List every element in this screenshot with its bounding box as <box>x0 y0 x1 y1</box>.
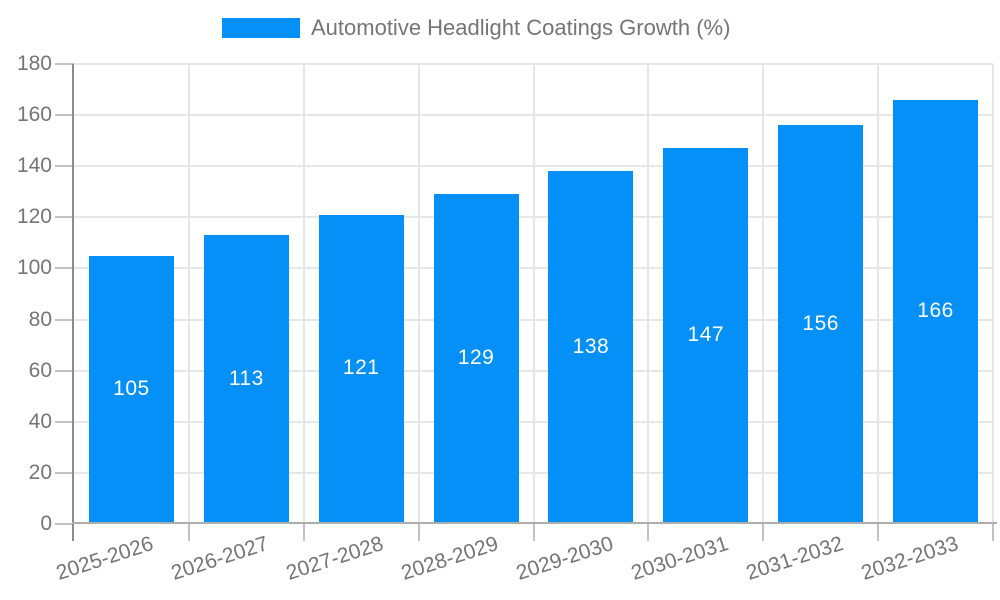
y-axis-tick-label: 60 <box>28 358 52 382</box>
y-axis-tick <box>55 523 74 525</box>
y-axis-tick <box>55 63 74 65</box>
x-axis-tick <box>532 524 535 541</box>
legend-label: Automotive Headlight Coatings Growth (%) <box>311 15 731 40</box>
x-gridline <box>532 64 535 524</box>
bar: 156 <box>778 125 864 522</box>
x-axis-tick <box>187 524 190 541</box>
bar: 138 <box>548 171 634 522</box>
x-gridline <box>302 64 305 524</box>
bar: 166 <box>893 99 979 522</box>
bar: 105 <box>88 255 174 522</box>
y-axis-tick-label: 120 <box>16 205 52 229</box>
y-axis-tick <box>55 318 74 321</box>
x-gridline <box>877 64 880 524</box>
y-axis-tick <box>55 267 74 270</box>
x-axis-tick <box>417 524 420 541</box>
y-axis-tick-label: 160 <box>16 103 52 127</box>
legend-swatch <box>222 18 300 38</box>
y-axis-tick-label: 20 <box>28 460 52 484</box>
y-axis-tick <box>55 114 74 117</box>
bar-value-label: 129 <box>457 346 495 370</box>
bar-value-label: 105 <box>113 376 150 400</box>
bar: 113 <box>203 235 289 522</box>
legend-item[interactable]: Automotive Headlight Coatings Growth (%) <box>222 15 730 41</box>
x-gridline <box>417 64 420 524</box>
x-axis-tick <box>877 524 880 541</box>
y-axis-tick <box>55 420 74 423</box>
y-axis-tick <box>55 369 74 372</box>
bar-value-label: 138 <box>572 334 610 358</box>
bar: 129 <box>433 194 519 522</box>
bar-value-label: 166 <box>917 298 954 322</box>
x-axis-tick <box>992 524 994 541</box>
y-axis-tick-label: 100 <box>16 256 52 280</box>
y-axis-tick <box>55 216 74 219</box>
x-axis-line <box>72 522 997 524</box>
y-axis-line <box>72 64 74 541</box>
x-axis-tick <box>762 524 765 541</box>
y-axis-tick <box>55 165 74 168</box>
x-gridline <box>647 64 650 524</box>
y-axis-tick-label: 140 <box>16 154 52 178</box>
y-axis-tick-label: 180 <box>16 52 52 75</box>
y-axis-tick-label: 40 <box>28 409 52 433</box>
x-gridline <box>187 64 190 524</box>
x-axis-tick <box>647 524 650 541</box>
bar-value-label: 156 <box>802 311 839 335</box>
y-axis-tick-label: 0 <box>40 512 52 535</box>
y-axis-tick-label: 80 <box>28 307 52 331</box>
x-axis-tick <box>302 524 305 541</box>
bar-value-label: 147 <box>687 323 725 347</box>
x-gridline <box>992 64 994 524</box>
bar-value-label: 121 <box>342 356 380 380</box>
bar: 121 <box>318 214 404 522</box>
y-axis-tick <box>55 471 74 474</box>
plot-area: 0 20 40 60 80 100 120 140 160 180 105 113 121 129 138 1… <box>17 52 997 585</box>
bar-value-label: 113 <box>228 366 264 390</box>
x-gridline <box>762 64 765 524</box>
bar: 147 <box>663 148 749 522</box>
